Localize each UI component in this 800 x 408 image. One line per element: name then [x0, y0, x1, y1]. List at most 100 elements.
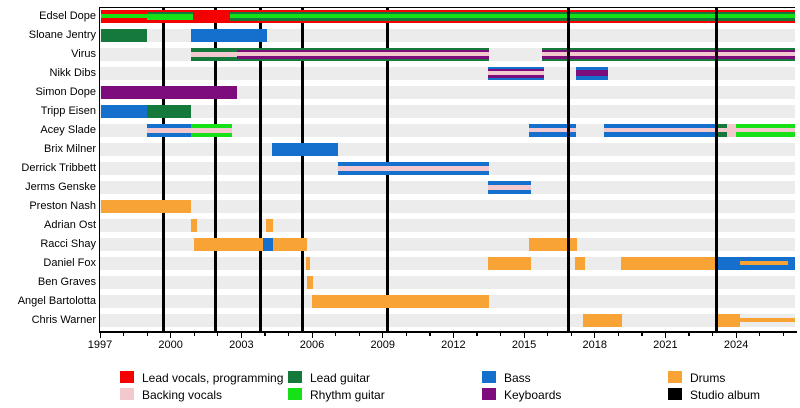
axis-major-tick [452, 332, 455, 338]
stripe-b [487, 77, 545, 80]
axis-major-tick [382, 332, 384, 338]
stripe-b [487, 66, 545, 69]
stripe-d [312, 294, 489, 308]
stripe-lg [229, 11, 795, 14]
member-label: Virus [71, 47, 96, 60]
axis-minor-tick [500, 332, 502, 336]
legend-label: Rhythm guitar [310, 388, 385, 402]
axis-year-label: 2018 [582, 339, 607, 351]
member-row-track [100, 66, 795, 80]
axis-major-tick [523, 332, 525, 338]
stripe-b [147, 123, 191, 128]
member-label: Adrian Ost [44, 218, 96, 231]
legend-swatch-bv [120, 388, 134, 400]
studio-album-line [258, 8, 262, 331]
stripe-lg [236, 58, 489, 61]
legend-label: Lead guitar [310, 371, 371, 385]
member-label: Daniel Fox [43, 256, 96, 269]
member-label: Edsel Dope [39, 9, 96, 22]
stripe-rg [147, 13, 194, 20]
stripe-d [266, 218, 274, 232]
bar-segment [736, 123, 795, 137]
stripe-transparent [740, 322, 795, 327]
stripe-bv [604, 128, 717, 132]
stripe-lg [541, 47, 795, 50]
stripe-k [236, 49, 489, 52]
stripe-b [101, 104, 148, 118]
stripe-rg [736, 132, 795, 137]
axis-minor-tick [688, 332, 690, 336]
stripe-b [528, 123, 576, 128]
axis-year-label: 2012 [441, 339, 466, 351]
stripe-d [574, 256, 586, 270]
bar-segment [574, 256, 586, 270]
axis-minor-tick [358, 332, 360, 336]
legend-swatch-album [668, 388, 682, 400]
stripe-bv [147, 127, 191, 133]
member-label: Sloane Jentry [28, 28, 96, 41]
stripe-rg [101, 14, 148, 18]
bar-segment [101, 199, 191, 213]
stripe-b [575, 76, 608, 80]
member-label: Angel Bartolotta [17, 294, 96, 307]
member-label: Simon Dope [35, 85, 96, 98]
axis-major-tick [735, 332, 737, 338]
stripe-lg [716, 123, 727, 128]
stripe-lg [147, 12, 194, 14]
bar-segment [236, 47, 489, 61]
stripe-d [273, 237, 308, 251]
bar-segment [190, 218, 197, 232]
stripe-lv [229, 20, 795, 23]
stripe-b [262, 237, 274, 251]
bar-segment [193, 9, 230, 23]
stripe-b [337, 170, 489, 175]
stripe-bv [487, 71, 545, 75]
bar-segment [604, 123, 717, 137]
bar-segment [528, 237, 578, 251]
bar-segment [575, 66, 608, 80]
axis-year-label: 1997 [87, 339, 113, 351]
stripe-lv [193, 9, 230, 23]
stripe-rg [190, 132, 232, 137]
member-row-track [100, 104, 795, 118]
axis-minor-tick [264, 332, 266, 336]
member-row-track [100, 199, 795, 213]
bar-segment [716, 313, 740, 327]
axis-minor-tick [287, 332, 290, 336]
bar-segment [147, 9, 194, 23]
member-row-track [100, 142, 795, 156]
stripe-d [487, 256, 532, 270]
axis-minor-tick [217, 332, 219, 336]
stripe-rg [229, 14, 795, 18]
member-row-track [100, 218, 795, 232]
stripe-k [487, 75, 545, 78]
bar-segment [101, 104, 148, 118]
legend-swatch-lv [120, 371, 134, 383]
member-row-track [100, 313, 795, 327]
stripe-lv [147, 9, 194, 12]
bar-segment [739, 314, 795, 327]
axis-minor-tick [146, 332, 148, 336]
member-label: Brix Milner [44, 142, 96, 155]
stripe-lg [541, 58, 795, 61]
stripe-b [147, 132, 191, 137]
studio-album-line [567, 8, 571, 331]
member-label: Chris Warner [31, 313, 96, 326]
axis-major-tick [664, 332, 667, 338]
axis-minor-tick [759, 332, 761, 336]
member-label: Nikk Dibs [49, 66, 96, 79]
stripe-lg [190, 56, 237, 61]
stripe-bv [190, 127, 232, 133]
stripe-b [604, 132, 717, 137]
bar-segment [487, 66, 545, 80]
bar-segment [716, 123, 727, 137]
stripe-lv [101, 18, 148, 23]
stripe-rg [190, 123, 232, 128]
bar-segment [147, 123, 191, 137]
legend-swatch-rg [288, 388, 302, 400]
bar-segment [337, 161, 489, 175]
stripe-d [739, 261, 788, 265]
stripe-b [487, 189, 532, 194]
bar-segment [190, 123, 232, 137]
